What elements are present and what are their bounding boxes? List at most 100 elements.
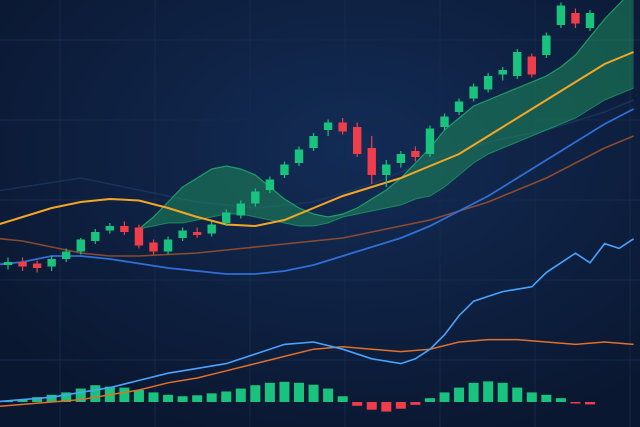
histogram-bar-positive <box>439 392 450 402</box>
candle-up <box>207 221 216 237</box>
candle-up <box>382 160 391 187</box>
candle-down <box>192 227 202 238</box>
oscillator-panel <box>0 238 635 412</box>
oscillator-slow-line <box>0 338 634 408</box>
candle-up <box>178 227 187 241</box>
histogram-bar-positive <box>250 385 261 402</box>
histogram-bar-positive <box>148 392 159 402</box>
candle-down <box>367 136 376 184</box>
histogram-bar-negative <box>366 402 377 410</box>
candle-body <box>338 122 347 132</box>
histogram-bar-positive <box>235 388 246 402</box>
histogram-bar-positive <box>468 382 479 402</box>
candle-up <box>62 248 71 262</box>
candle-body <box>280 164 289 175</box>
candle-up <box>396 151 406 168</box>
candle-body <box>120 226 129 232</box>
candle-body <box>18 262 27 267</box>
cloud-lower-edge <box>138 87 634 230</box>
histogram-bar-positive <box>323 388 334 402</box>
candle-body <box>367 148 376 175</box>
candle-up <box>309 133 318 151</box>
candle-body <box>32 263 42 268</box>
histogram-bar-positive <box>46 394 57 402</box>
candle-body <box>527 56 536 75</box>
candle-body <box>47 259 56 267</box>
candle-up <box>76 238 85 255</box>
moving-average-lines <box>0 51 635 275</box>
candle-down <box>18 257 27 271</box>
candle-body <box>556 5 566 25</box>
candle-body <box>411 151 420 157</box>
histogram-bar-positive <box>294 382 304 402</box>
histogram-bar-negative <box>410 402 421 405</box>
histogram-bar-negative <box>585 402 595 405</box>
ma-long-line <box>0 135 634 257</box>
candle-body <box>265 179 275 190</box>
candle-body <box>91 232 100 241</box>
candle-up <box>3 257 13 270</box>
candle-up <box>91 229 100 244</box>
indicator-cloud <box>138 0 634 230</box>
candle-body <box>396 154 406 163</box>
candle-body <box>76 239 85 252</box>
candle-up <box>425 125 435 157</box>
candle-body <box>207 224 216 234</box>
candle-body <box>498 70 507 75</box>
histogram-bar-negative <box>395 402 406 409</box>
candle-body <box>571 13 580 24</box>
candle-up <box>105 223 115 234</box>
histogram-bar-negative <box>352 402 363 406</box>
candle-body <box>3 262 13 265</box>
histogram-bar-positive <box>497 382 508 402</box>
histogram-bar-positive <box>264 382 275 402</box>
candle-body <box>178 230 187 238</box>
candle-body <box>134 227 144 246</box>
candle-body <box>353 127 362 154</box>
candle-up <box>483 73 493 93</box>
histogram-bar-positive <box>526 392 537 402</box>
histogram-bar-positive <box>90 385 101 402</box>
candle-up <box>265 176 275 193</box>
candle-up <box>513 49 522 79</box>
candlestick-series <box>3 2 595 273</box>
candle-up <box>294 146 304 166</box>
histogram-bar-positive <box>61 392 72 402</box>
candle-body <box>236 203 245 216</box>
histogram-bar-positive <box>75 388 86 402</box>
candle-down <box>411 146 420 162</box>
histogram-bar-positive <box>177 396 188 402</box>
histogram-bar-positive <box>541 394 552 402</box>
oscillator-fast-line <box>0 238 635 403</box>
candle-down <box>134 224 144 249</box>
candle-up <box>47 256 56 271</box>
histogram-bar-positive <box>206 393 217 402</box>
histogram-bar-positive <box>119 387 130 402</box>
histogram-bar-positive <box>17 399 28 402</box>
candle-body <box>192 232 202 235</box>
cloud-upper-edge <box>138 0 624 230</box>
candle-down <box>32 260 42 273</box>
candle-body <box>309 136 318 148</box>
candle-down <box>120 221 129 235</box>
histogram-bar-positive <box>163 394 174 402</box>
candle-up <box>498 67 507 81</box>
candle-body <box>222 212 231 223</box>
candle-body <box>105 226 115 231</box>
histogram-bar-negative <box>381 402 392 412</box>
histogram-bar-positive <box>279 381 290 402</box>
candle-up <box>542 32 551 58</box>
histogram-bar-positive <box>454 387 465 402</box>
candle-up <box>323 119 333 136</box>
candle-body <box>440 116 449 127</box>
histogram-bar-positive <box>555 398 566 402</box>
candle-up <box>251 188 260 207</box>
candle-up <box>454 98 464 115</box>
candle-down <box>527 53 536 78</box>
histogram-bar-negative <box>570 402 581 404</box>
candle-down <box>149 239 158 255</box>
candle-up <box>585 10 595 31</box>
candle-body <box>382 164 391 175</box>
